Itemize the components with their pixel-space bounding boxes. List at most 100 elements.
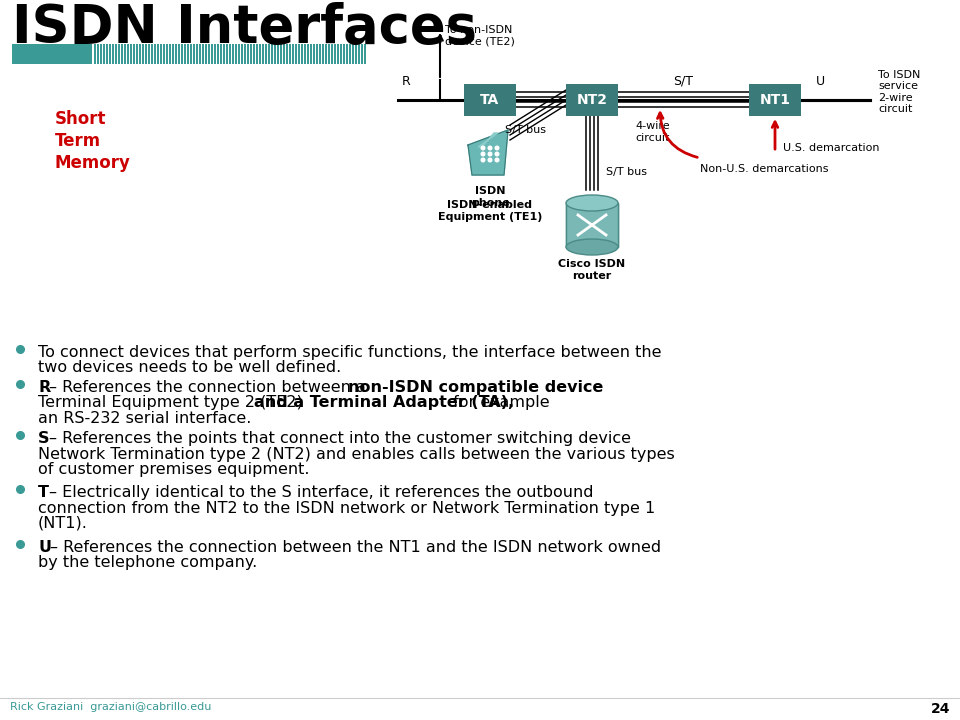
Bar [193, 44, 195, 64]
Bar [313, 44, 315, 64]
Text: Terminal Equipment type 2 (TE2): Terminal Equipment type 2 (TE2) [38, 395, 308, 410]
Bar [184, 44, 186, 64]
Bar [178, 44, 180, 64]
Bar [166, 44, 168, 64]
Bar [238, 44, 240, 64]
Circle shape [489, 146, 492, 150]
Text: Non-U.S. demarcations: Non-U.S. demarcations [700, 164, 828, 174]
Circle shape [489, 158, 492, 162]
Bar [154, 44, 156, 64]
Bar [295, 44, 297, 64]
Ellipse shape [566, 239, 618, 255]
Bar [340, 44, 342, 64]
Text: T: T [38, 485, 49, 500]
Text: To ISDN
service
2-wire
circuit: To ISDN service 2-wire circuit [878, 70, 921, 114]
Bar [361, 44, 363, 64]
Circle shape [481, 152, 485, 156]
Bar [205, 44, 207, 64]
Polygon shape [478, 133, 498, 147]
Bar [199, 44, 201, 64]
Bar [566, 203, 618, 247]
Text: ISDN-enabled
Equipment (TE1): ISDN-enabled Equipment (TE1) [438, 200, 542, 222]
Bar [175, 44, 177, 64]
Text: Rick Graziani  graziani@cabrillo.edu: Rick Graziani graziani@cabrillo.edu [10, 702, 211, 712]
Circle shape [481, 146, 485, 150]
Bar [160, 44, 162, 64]
Bar [196, 44, 198, 64]
Bar [328, 44, 330, 64]
Bar [229, 44, 231, 64]
Bar [241, 44, 243, 64]
Polygon shape [468, 130, 508, 175]
Bar [286, 44, 288, 64]
Text: S/T bus: S/T bus [505, 125, 546, 135]
Circle shape [495, 152, 499, 156]
Bar [211, 44, 213, 64]
Bar [112, 44, 114, 64]
Bar [142, 44, 144, 64]
Bar [307, 44, 309, 64]
Bar [322, 44, 324, 64]
Bar [151, 44, 153, 64]
Bar [127, 44, 129, 64]
Bar [298, 44, 300, 64]
Bar [316, 44, 318, 64]
Text: for example: for example [448, 395, 550, 410]
Bar [749, 84, 801, 116]
Text: U.S. demarcation: U.S. demarcation [783, 143, 879, 153]
Bar [226, 44, 228, 64]
Text: 4-wire
circuit: 4-wire circuit [635, 121, 670, 143]
Text: ISDN
phone: ISDN phone [470, 186, 510, 207]
Bar [214, 44, 216, 64]
Bar [220, 44, 222, 64]
Bar [136, 44, 138, 64]
Bar [464, 84, 516, 116]
Bar [262, 44, 264, 64]
Bar [145, 44, 147, 64]
Text: R: R [402, 75, 411, 88]
Text: Cisco ISDN
router: Cisco ISDN router [559, 259, 626, 281]
Bar [121, 44, 123, 64]
Text: To connect devices that perform specific functions, the interface between the: To connect devices that perform specific… [38, 345, 661, 360]
Text: NT2: NT2 [577, 93, 608, 107]
Bar [247, 44, 249, 64]
Bar [280, 44, 282, 64]
Bar [289, 44, 291, 64]
Text: and a Terminal Adapter (TA),: and a Terminal Adapter (TA), [254, 395, 515, 410]
Bar [349, 44, 351, 64]
Bar [256, 44, 258, 64]
Text: Network Termination type 2 (NT2) and enables calls between the various types: Network Termination type 2 (NT2) and ena… [38, 446, 675, 462]
Bar [268, 44, 270, 64]
Bar [217, 44, 219, 64]
Text: TA: TA [480, 93, 499, 107]
Bar [208, 44, 210, 64]
Bar [358, 44, 360, 64]
Circle shape [495, 158, 499, 162]
Text: – Electrically identical to the S interface, it references the outbound: – Electrically identical to the S interf… [49, 485, 593, 500]
Text: two devices needs to be well defined.: two devices needs to be well defined. [38, 361, 341, 376]
Bar [274, 44, 276, 64]
Text: U: U [815, 75, 825, 88]
Bar [103, 44, 105, 64]
Bar [106, 44, 108, 64]
Bar [310, 44, 312, 64]
Text: ISDN Interfaces: ISDN Interfaces [12, 2, 477, 54]
Circle shape [489, 152, 492, 156]
Bar [271, 44, 273, 64]
Bar [364, 44, 366, 64]
Bar [124, 44, 126, 64]
Circle shape [481, 158, 485, 162]
Bar [253, 44, 255, 64]
Bar [292, 44, 294, 64]
Bar [265, 44, 267, 64]
Bar [277, 44, 279, 64]
Text: To non-ISDN
device (TE2): To non-ISDN device (TE2) [445, 25, 515, 47]
Bar [130, 44, 132, 64]
Bar [181, 44, 183, 64]
Bar [259, 44, 261, 64]
Bar [115, 44, 117, 64]
Bar [331, 44, 333, 64]
Bar [283, 44, 285, 64]
Bar [12, 44, 92, 64]
Bar [109, 44, 111, 64]
